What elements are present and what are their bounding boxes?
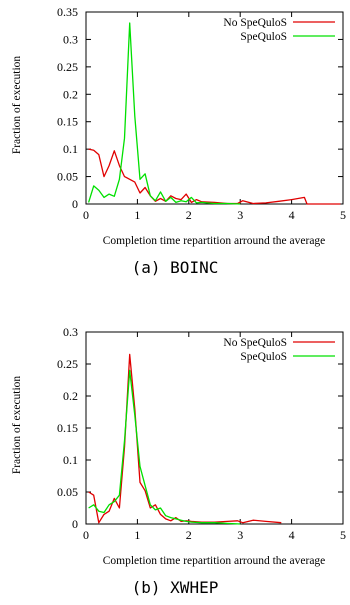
y-tick-label: 0 (72, 517, 78, 531)
x-tick-label: 5 (340, 528, 346, 542)
x-tick-label: 0 (83, 208, 89, 222)
y-tick-label: 0 (72, 197, 78, 211)
y-tick-label: 0.15 (57, 421, 78, 435)
x-tick-label: 3 (237, 528, 243, 542)
series-line-no-spequlos (88, 148, 341, 205)
y-tick-label: 0.15 (57, 115, 78, 129)
x-tick-label: 5 (340, 208, 346, 222)
y-tick-label: 0.1 (63, 142, 78, 156)
y-tick-label: 0.2 (63, 389, 78, 403)
y-tick-label: 0.25 (57, 60, 78, 74)
caption-boinc: (a) BOINC (131, 258, 219, 277)
y-axis-label: Fraction of execution (11, 56, 23, 155)
y-tick-label: 0.1 (63, 453, 78, 467)
x-tick-label: 0 (83, 528, 89, 542)
y-tick-label: 0.2 (63, 87, 78, 101)
chart-boinc: Fraction of execution Completion time re… (11, 5, 346, 247)
plot-frame (85, 331, 344, 525)
y-tick-label: 0.05 (57, 170, 78, 184)
x-tick-label: 2 (186, 528, 192, 542)
x-tick-label: 4 (289, 528, 295, 542)
x-tick-label: 2 (186, 208, 192, 222)
y-tick-label: 0.3 (63, 325, 78, 339)
legend-label-spequlos: SpeQuloS (240, 351, 287, 363)
y-tick-label: 0.25 (57, 357, 78, 371)
x-axis-label: Completion time repartition arround the … (103, 555, 326, 567)
y-tick-label: 0.35 (57, 5, 78, 19)
y-tick-label: 0.05 (57, 485, 78, 499)
chart-xwhep: Fraction of execution Completion time re… (11, 325, 346, 567)
x-tick-label: 1 (134, 208, 140, 222)
series-line-spequlos (87, 22, 241, 205)
legend-label-spequlos: SpeQuloS (240, 31, 287, 43)
caption-xwhep: (b) XWHEP (131, 578, 219, 597)
x-axis-label: Completion time repartition arround the … (103, 235, 326, 247)
x-tick-label: 4 (289, 208, 295, 222)
x-tick-label: 1 (134, 528, 140, 542)
series-line-spequlos (88, 369, 241, 525)
legend-label-no-spequlos: No SpeQuloS (223, 17, 287, 29)
x-tick-label: 3 (237, 208, 243, 222)
y-tick-label: 0.3 (63, 32, 78, 46)
legend-label-no-spequlos: No SpeQuloS (223, 337, 287, 349)
y-axis-label: Fraction of execution (11, 376, 23, 475)
